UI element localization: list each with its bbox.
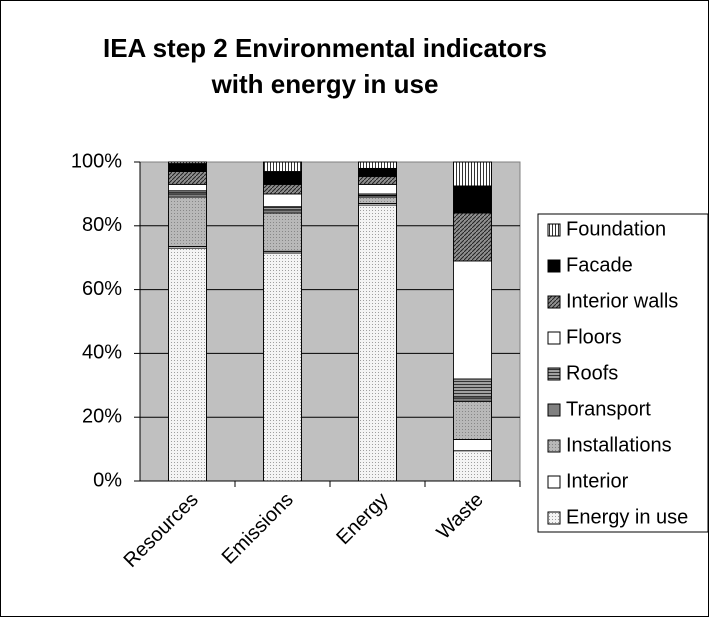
legend-swatch [547, 367, 561, 381]
bar-segment [453, 450, 492, 482]
bar-segment [453, 260, 492, 380]
legend-label: Roofs [566, 362, 618, 384]
bar-segment [263, 212, 302, 252]
bar-segment [358, 183, 397, 195]
legend-label: Interior [566, 470, 629, 492]
bar-segment [168, 163, 207, 172]
bar-segment [168, 183, 207, 192]
bar-segment [263, 161, 302, 172]
legend-swatch [547, 511, 561, 525]
legend-label: Interior walls [566, 290, 678, 312]
bar-segment [358, 167, 397, 177]
legend-swatch [547, 403, 561, 417]
bar-segment [358, 204, 397, 482]
legend [537, 213, 709, 533]
y-tick-label: 40% [82, 342, 122, 364]
bar-segment [263, 193, 302, 208]
bar-segment [263, 183, 302, 195]
bar-segment [358, 161, 397, 169]
bar-segment [453, 161, 492, 187]
x-tick-label: Emissions [218, 489, 298, 569]
legend-swatch [547, 259, 561, 273]
legend-label: Facade [566, 254, 633, 276]
x-tick-label: Resources [120, 489, 203, 572]
y-tick-label: 20% [82, 405, 122, 427]
legend-swatch [547, 295, 561, 309]
bar-segment [358, 175, 397, 185]
y-tick-label: 80% [82, 214, 122, 236]
legend-swatch [547, 331, 561, 345]
bar-segment [168, 190, 207, 195]
y-tick-label: 100% [71, 150, 122, 172]
bar-segment [453, 439, 492, 452]
legend-label: Floors [566, 326, 622, 348]
chart-title: IEA step 2 Environmental indicators [103, 33, 547, 63]
x-tick-label: Energy [332, 489, 392, 549]
bar-segment [263, 252, 302, 482]
bar-segment [263, 209, 302, 214]
bar-segment [453, 212, 492, 262]
bar-segment [168, 171, 207, 185]
legend-label: Foundation [566, 218, 666, 240]
bar-segment [168, 193, 207, 198]
bar-segment [453, 397, 492, 402]
legend-swatch [547, 475, 561, 489]
legend-label: Energy in use [566, 506, 688, 528]
bar-segment [263, 171, 302, 185]
legend-label: Transport [566, 398, 651, 420]
bar-segment [453, 378, 492, 399]
y-tick-label: 60% [82, 278, 122, 300]
legend-swatch [547, 223, 561, 237]
bar-segment [453, 400, 492, 440]
bar-segment [168, 196, 207, 247]
bar-segment [453, 185, 492, 214]
chart-title: with energy in use [211, 69, 439, 99]
bar-segment [263, 206, 302, 211]
bar-segment [168, 161, 207, 164]
bar-segment [358, 196, 397, 204]
legend-swatch [547, 439, 561, 453]
y-tick-label: 0% [93, 469, 122, 491]
legend-label: Installations [566, 434, 672, 456]
x-tick-label: Waste [433, 489, 488, 544]
bar-segment [168, 247, 207, 482]
